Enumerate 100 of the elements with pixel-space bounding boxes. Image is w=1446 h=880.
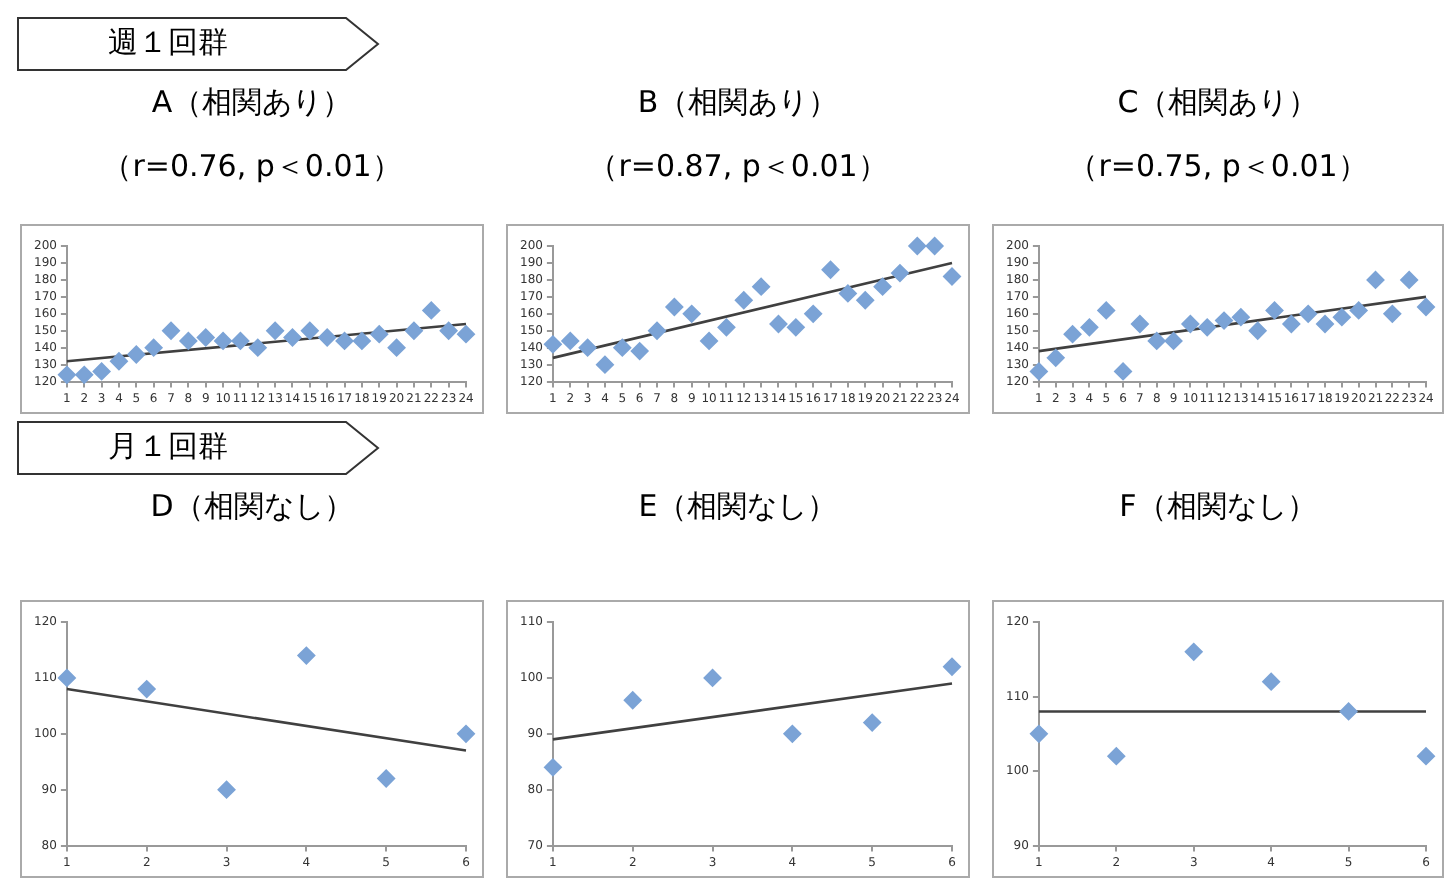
point <box>214 331 233 350</box>
point <box>1417 747 1435 766</box>
point <box>297 646 316 665</box>
point <box>196 328 215 347</box>
point <box>109 352 128 371</box>
point <box>352 331 371 350</box>
point <box>1366 270 1385 289</box>
point <box>543 758 562 777</box>
point <box>613 338 632 357</box>
point <box>1198 318 1217 337</box>
point <box>57 365 76 384</box>
chart-title: F（相関なし） <box>1117 488 1319 526</box>
point <box>266 321 285 340</box>
point <box>300 321 319 340</box>
point <box>734 291 753 310</box>
point <box>783 724 802 743</box>
point <box>92 362 111 381</box>
point <box>1282 314 1301 333</box>
point <box>1262 672 1281 691</box>
point <box>439 321 458 340</box>
point <box>769 314 788 333</box>
point <box>318 328 337 347</box>
point <box>1107 747 1126 766</box>
chart-subtitle: （r=0.75, p＜0.01） <box>1066 148 1370 186</box>
text: 週１回群 <box>108 24 228 62</box>
point <box>543 335 562 354</box>
point <box>1299 304 1318 323</box>
point <box>623 691 642 710</box>
point <box>1265 301 1284 320</box>
point <box>370 325 389 344</box>
point <box>682 304 701 323</box>
chart-title: C（相関あり） <box>1115 84 1321 122</box>
point <box>137 680 156 699</box>
point <box>703 668 722 687</box>
point <box>1248 321 1267 340</box>
chart-subtitle: （r=0.87, p＜0.01） <box>586 148 890 186</box>
point <box>856 291 875 310</box>
point <box>144 338 163 357</box>
point <box>752 277 771 296</box>
point <box>1383 304 1402 323</box>
point <box>1417 298 1435 317</box>
point <box>943 267 961 286</box>
point <box>786 318 805 337</box>
point <box>1181 314 1200 333</box>
point <box>127 345 146 364</box>
point <box>1332 308 1351 327</box>
chart-title: D（相関なし） <box>148 488 356 526</box>
point <box>648 321 667 340</box>
point <box>804 304 823 323</box>
point <box>1184 642 1203 661</box>
point <box>231 331 250 350</box>
point <box>1114 362 1133 381</box>
point <box>1339 702 1358 721</box>
point <box>943 657 961 676</box>
point <box>821 260 840 279</box>
point <box>1147 331 1166 350</box>
point <box>1097 301 1116 320</box>
point <box>1316 314 1335 333</box>
point <box>457 724 475 743</box>
point <box>890 264 909 283</box>
point <box>630 342 649 361</box>
text: 月１回群 <box>108 428 228 466</box>
point <box>1215 311 1234 330</box>
point <box>1046 348 1065 367</box>
chart-title: A（相関あり） <box>149 84 355 122</box>
point <box>217 780 236 799</box>
point <box>838 284 857 303</box>
point <box>57 668 76 687</box>
point <box>717 318 736 337</box>
point <box>457 325 475 344</box>
point <box>1029 724 1048 743</box>
point <box>1130 314 1149 333</box>
point <box>162 321 181 340</box>
point <box>1164 331 1183 350</box>
point <box>925 237 944 255</box>
point <box>1029 362 1048 381</box>
point <box>561 331 580 350</box>
point <box>387 338 406 357</box>
chart-subtitle: （r=0.76, p＜0.01） <box>100 148 404 186</box>
point <box>75 365 94 384</box>
point <box>377 769 396 788</box>
point <box>1349 301 1368 320</box>
chart-title: E（相関なし） <box>636 488 840 526</box>
point <box>873 277 892 296</box>
point <box>1080 318 1099 337</box>
chart-title: B（相関あり） <box>635 84 841 122</box>
point <box>179 331 198 350</box>
point <box>404 321 423 340</box>
point <box>665 298 684 317</box>
point <box>1231 308 1250 327</box>
point <box>863 713 882 732</box>
point <box>908 237 927 255</box>
point <box>283 328 302 347</box>
point <box>422 301 441 320</box>
point <box>1400 270 1419 289</box>
point <box>578 338 597 357</box>
point <box>1063 325 1082 344</box>
point <box>335 331 354 350</box>
point <box>700 331 719 350</box>
point <box>248 338 267 357</box>
